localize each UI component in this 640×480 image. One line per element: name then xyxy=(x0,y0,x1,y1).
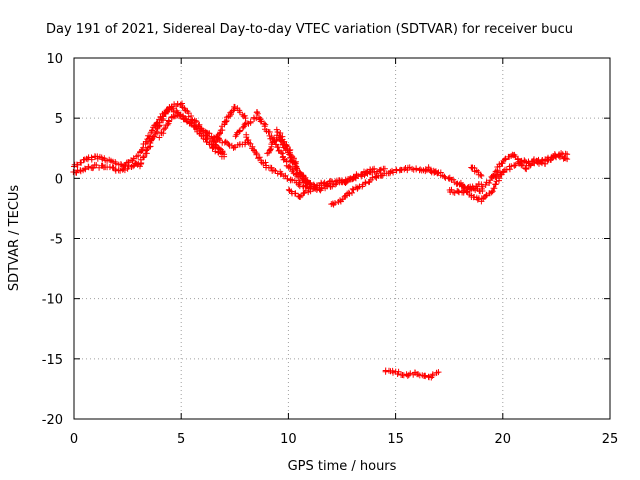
x-tick-label: 5 xyxy=(177,432,185,447)
x-tick-labels: 0 5 10 15 20 25 xyxy=(70,432,618,447)
y-tick-label: -15 xyxy=(42,353,63,368)
y-tick-label: 10 xyxy=(46,52,63,67)
series-track-5 xyxy=(156,111,228,160)
x-tick-label: 15 xyxy=(387,432,404,447)
series-track-4 xyxy=(134,100,228,170)
y-axis-label: SDTVAR / TECUs xyxy=(7,185,22,292)
chart-title: Day 191 of 2021, Sidereal Day-to-day VTE… xyxy=(46,22,573,37)
series-markers xyxy=(285,165,388,200)
series-markers xyxy=(382,367,442,381)
series-track-6 xyxy=(210,103,249,150)
series-track-12 xyxy=(285,165,388,200)
series-markers xyxy=(456,152,571,205)
y-tick-label: 0 xyxy=(55,172,63,187)
series-markers xyxy=(134,100,228,170)
y-tick-labels: -20 -15 -10 -5 0 5 10 xyxy=(42,52,63,428)
x-tick-label: 10 xyxy=(280,432,297,447)
series-track-17 xyxy=(456,152,571,205)
series-track-13 xyxy=(328,164,442,208)
x-tick-label: 25 xyxy=(602,432,619,447)
data-points xyxy=(70,100,571,381)
series-track-2 xyxy=(70,161,131,176)
series-track-14 xyxy=(382,367,442,381)
series-track-9 xyxy=(253,109,313,188)
axis-ticks xyxy=(73,57,611,420)
x-tick-label: 20 xyxy=(495,432,512,447)
series-markers xyxy=(156,111,228,160)
series-track-19 xyxy=(489,150,571,181)
series-markers xyxy=(468,164,485,179)
series-markers xyxy=(210,103,249,150)
series-markers xyxy=(253,109,313,188)
series-markers xyxy=(489,150,571,181)
series-markers xyxy=(232,114,260,140)
y-tick-label: -20 xyxy=(42,413,63,428)
x-tick-label: 0 xyxy=(70,432,78,447)
series-markers xyxy=(328,164,442,208)
series-track-18 xyxy=(468,164,485,179)
x-axis-label: GPS time / hours xyxy=(288,459,397,474)
series-markers xyxy=(70,161,131,176)
grid-lines xyxy=(74,58,610,419)
series-track-7 xyxy=(232,114,260,140)
y-tick-label: -5 xyxy=(50,233,63,248)
y-tick-label: -10 xyxy=(42,293,63,308)
y-tick-label: 5 xyxy=(55,112,63,127)
